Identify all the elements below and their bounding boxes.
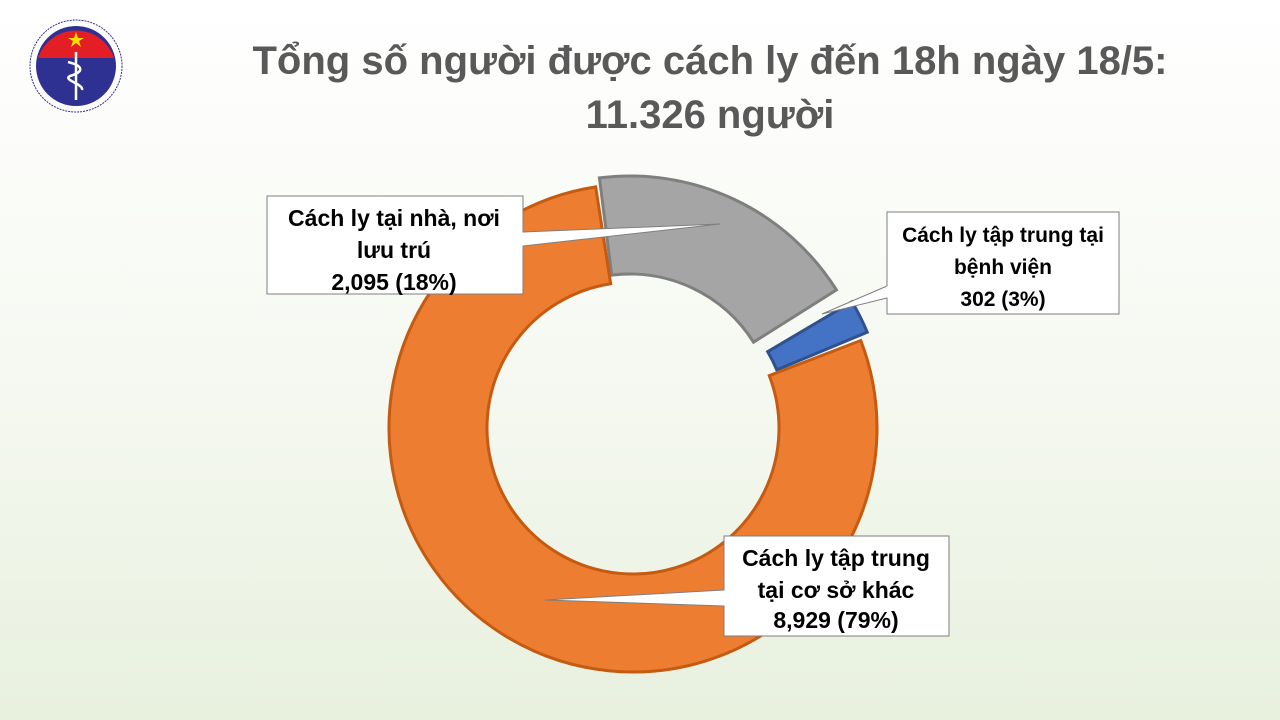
donut-slice-1	[765, 299, 870, 372]
callout-label: lưu trú	[357, 237, 431, 263]
data-callout-1: Cách ly tập trung tại bệnh viện 302 (3%)	[821, 211, 1120, 315]
callout-label: Cách ly tại nhà, nơi	[288, 205, 500, 231]
callout-value: 302 (3%)	[960, 288, 1045, 311]
data-callout-0: Cách ly tại nhà, nơi lưu trú 2,095 (18%)	[266, 195, 721, 295]
callout-label: bệnh viện	[954, 256, 1052, 279]
callout-label: Cách ly tập trung	[742, 545, 930, 571]
callout-label: tại cơ sở khác	[758, 577, 915, 603]
callout-value: 2,095 (18%)	[331, 269, 456, 295]
title-line-1: Tổng số người được cách ly đến 18h ngày …	[252, 39, 1168, 83]
page-title: Tổng số người được cách ly đến 18h ngày …	[180, 34, 1240, 142]
donut-slice-0	[597, 174, 839, 345]
ministry-of-health-logo	[29, 19, 123, 113]
title-line-2: 11.326 người	[585, 93, 835, 137]
callout-value: 8,929 (79%)	[773, 607, 898, 633]
callout-label: Cách ly tập trung tại	[902, 224, 1104, 247]
data-callout-2: Cách ly tập trung tại cơ sở khác 8,929 (79…	[544, 535, 950, 637]
